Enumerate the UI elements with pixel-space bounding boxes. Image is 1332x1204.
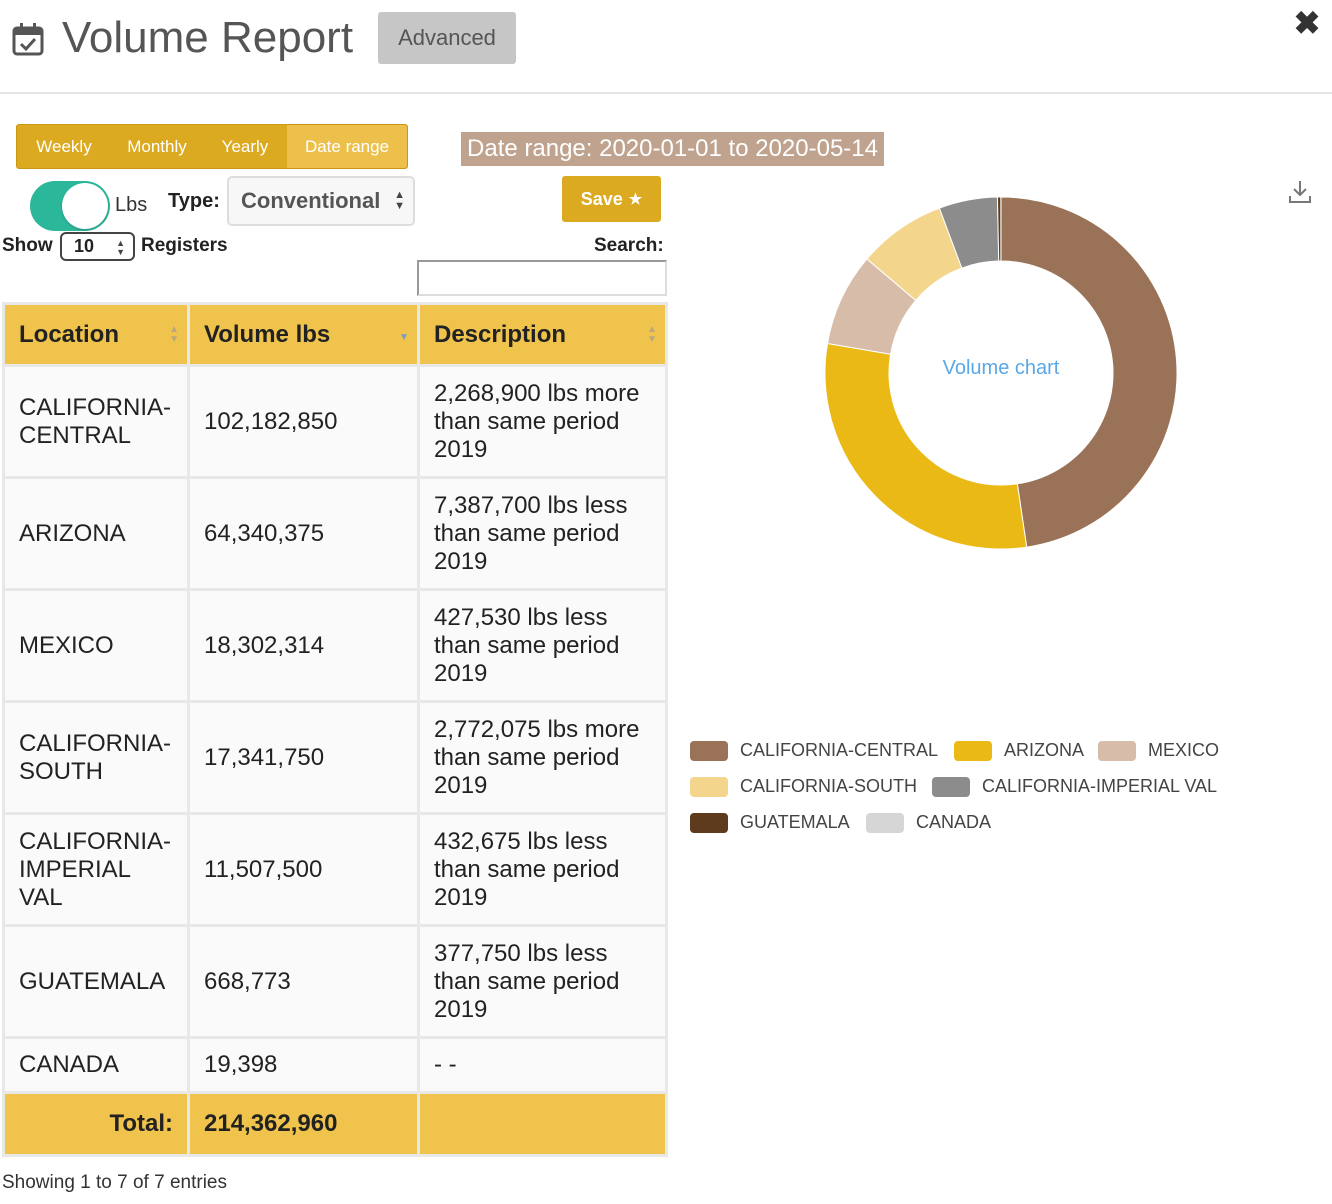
total-row: Total: 214,362,960 <box>5 1094 665 1154</box>
cell-location: CALIFORNIA-SOUTH <box>5 703 187 812</box>
legend-item[interactable]: MEXICO <box>1098 740 1219 761</box>
cell-description: 427,530 lbs less than same period 2019 <box>420 591 665 700</box>
cell-volume: 11,507,500 <box>190 815 417 924</box>
cell-location: MEXICO <box>5 591 187 700</box>
cell-description: - - <box>420 1039 665 1091</box>
legend-label: MEXICO <box>1148 740 1220 760</box>
legend-item[interactable]: GUATEMALA <box>690 812 850 833</box>
page-size-select[interactable]: 10 ▲ ▼ <box>60 232 135 261</box>
cell-location: CALIFORNIA-CENTRAL <box>5 367 187 476</box>
toggle-knob <box>62 183 108 229</box>
registers-label: Registers <box>141 235 228 256</box>
cell-volume: 64,340,375 <box>190 479 417 588</box>
table-row: GUATEMALA 668,773 377,750 lbs less than … <box>5 927 665 1036</box>
show-label: Show <box>2 235 53 256</box>
table-row: CANADA 19,398 - - <box>5 1039 665 1091</box>
volume-donut-chart: Volume chart <box>824 196 1178 550</box>
legend-label: CALIFORNIA-SOUTH <box>740 776 918 796</box>
table-row: CALIFORNIA-CENTRAL 102,182,850 2,268,900… <box>5 367 665 476</box>
cell-description: 377,750 lbs less than same period 2019 <box>420 927 665 1036</box>
total-empty-cell <box>420 1094 665 1154</box>
search-label: Search: <box>594 235 664 256</box>
legend-swatch <box>866 812 904 833</box>
cell-description: 432,675 lbs less than same period 2019 <box>420 815 665 924</box>
page-title: Volume Report <box>62 13 354 62</box>
cell-volume: 102,182,850 <box>190 367 417 476</box>
cell-description: 7,387,700 lbs less than same period 2019 <box>420 479 665 588</box>
legend-swatch <box>954 740 992 761</box>
tab-monthly[interactable]: Monthly <box>127 136 187 156</box>
type-label: Type: <box>168 190 220 212</box>
cell-volume: 19,398 <box>190 1039 417 1091</box>
legend-swatch <box>690 812 728 833</box>
type-select[interactable]: Conventional ▲ ▼ <box>227 176 415 226</box>
save-button[interactable]: Save ★ <box>562 176 661 222</box>
column-header-location[interactable]: Location ▲ ▼ <box>5 305 187 364</box>
cell-description: 2,268,900 lbs more than same period 2019 <box>420 367 665 476</box>
legend-item[interactable]: CALIFORNIA-SOUTH <box>690 776 917 797</box>
legend-label: GUATEMALA <box>740 812 850 832</box>
select-arrows-icon: ▲ ▼ <box>394 189 405 212</box>
sort-icon: ▲ ▼ <box>169 324 179 345</box>
save-button-label: Save <box>580 188 623 209</box>
cell-location: CANADA <box>5 1039 187 1091</box>
legend-swatch <box>1098 740 1136 761</box>
table-info: Showing 1 to 7 of 7 entries <box>2 1172 227 1193</box>
legend-item[interactable]: CANADA <box>866 812 991 833</box>
tab-yearly[interactable]: Yearly <box>221 136 269 156</box>
page-size-value: 10 <box>74 236 95 256</box>
table-row: CALIFORNIA-SOUTH 17,341,750 2,772,075 lb… <box>5 703 665 812</box>
legend-item[interactable]: CALIFORNIA-IMPERIAL VAL <box>932 776 1217 797</box>
volume-table: Location ▲ ▼ Volume lbs ▼ Description ▲ ▼ … <box>2 302 668 1157</box>
period-tabs: Weekly Monthly Yearly Date range <box>16 124 408 169</box>
cell-volume: 17,341,750 <box>190 703 417 812</box>
advanced-button[interactable]: Advanced <box>378 12 516 64</box>
select-arrows-icon: ▲ ▼ <box>116 238 125 257</box>
cell-description: 2,772,075 lbs more than same period 2019 <box>420 703 665 812</box>
cell-location: ARIZONA <box>5 479 187 588</box>
cell-volume: 18,302,314 <box>190 591 417 700</box>
legend-swatch <box>932 776 970 797</box>
donut-slice-california-central[interactable] <box>1000 196 1178 548</box>
column-header-volume[interactable]: Volume lbs ▼ <box>190 305 417 364</box>
cell-volume: 668,773 <box>190 927 417 1036</box>
tab-weekly[interactable]: Weekly <box>36 136 92 156</box>
tab-date-range[interactable]: Date range <box>287 125 407 168</box>
unit-label: Lbs <box>115 194 148 216</box>
star-icon: ★ <box>628 191 643 208</box>
calendar-check-icon <box>12 23 44 56</box>
legend-swatch <box>690 776 728 797</box>
table-row: CALIFORNIA-IMPERIAL VAL 11,507,500 432,6… <box>5 815 665 924</box>
column-header-description[interactable]: Description ▲ ▼ <box>420 305 665 364</box>
table-row: MEXICO 18,302,314 427,530 lbs less than … <box>5 591 665 700</box>
close-icon[interactable]: ✖ <box>1293 5 1321 41</box>
legend-item[interactable]: CALIFORNIA-CENTRAL <box>690 740 938 761</box>
sort-icon: ▲ ▼ <box>647 324 657 345</box>
unit-toggle[interactable] <box>30 181 110 231</box>
sort-desc-icon: ▼ <box>399 332 409 343</box>
header-divider <box>0 92 1332 94</box>
legend-label: CALIFORNIA-CENTRAL <box>740 740 939 760</box>
donut-slice-arizona[interactable] <box>824 342 1028 550</box>
chart-title: Volume chart <box>943 357 1060 379</box>
legend-label: CANADA <box>916 812 992 832</box>
legend-swatch <box>690 740 728 761</box>
cell-location: GUATEMALA <box>5 927 187 1036</box>
legend-item[interactable]: ARIZONA <box>954 740 1084 761</box>
total-label: Total: <box>5 1094 187 1154</box>
cell-location: CALIFORNIA-IMPERIAL VAL <box>5 815 187 924</box>
download-icon[interactable] <box>1286 178 1314 206</box>
search-input[interactable] <box>417 260 667 296</box>
type-select-value: Conventional <box>241 188 381 213</box>
date-range-label: Date range: 2020-01-01 to 2020-05-14 <box>461 132 884 166</box>
table-row: ARIZONA 64,340,375 7,387,700 lbs less th… <box>5 479 665 588</box>
legend-label: ARIZONA <box>1004 740 1085 760</box>
total-value: 214,362,960 <box>190 1094 417 1154</box>
legend-label: CALIFORNIA-IMPERIAL VAL <box>982 776 1218 796</box>
